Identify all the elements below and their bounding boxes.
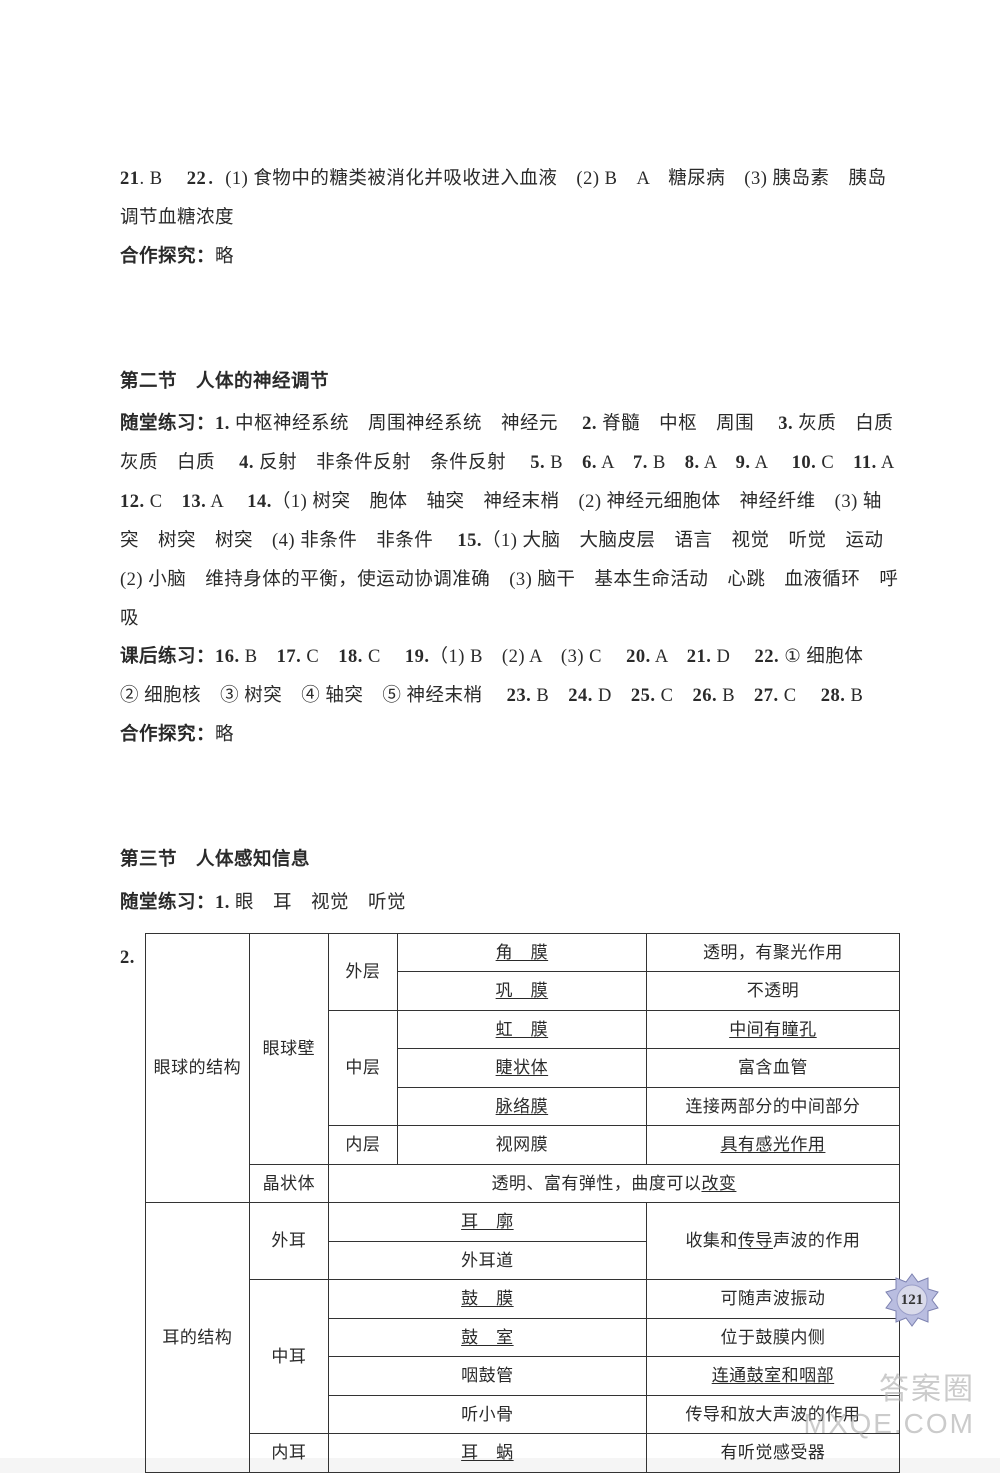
- q2-label: 2.: [120, 933, 135, 978]
- eye-retina: 视网膜: [397, 1126, 646, 1165]
- eye-cornea: 角 膜: [397, 933, 646, 972]
- page-number: 121: [901, 1292, 924, 1309]
- a21: 21: [120, 169, 140, 189]
- section2-kehou: 课后练习：16. B 17. C 18. C 19.（1) B (2) A (3…: [120, 638, 900, 716]
- eye-lens: 晶状体: [249, 1164, 328, 1203]
- eye-sclera-desc: 不透明: [646, 972, 899, 1011]
- watermark-cn: 答案圈: [803, 1373, 975, 1408]
- ear-cavity: 鼓 室: [328, 1318, 646, 1357]
- ear-tympanum: 鼓 膜: [328, 1280, 646, 1319]
- ear-ossicle: 听小骨: [328, 1395, 646, 1434]
- section3-suitang: 随堂练习：1. 眼 耳 视觉 听觉: [120, 884, 900, 923]
- ear-inner: 内耳: [249, 1434, 328, 1473]
- content-body: 21. B 22．(1) 食物中的糖类被消化并吸收进入血液 (2) B A 糖尿…: [120, 160, 900, 1473]
- section2-coop: 合作探究：略: [120, 716, 900, 755]
- eye-lens-desc: 透明、富有弹性，曲度可以改变: [328, 1164, 899, 1203]
- ear-outer-desc: 收集和传导声波的作用: [646, 1203, 899, 1280]
- ear-cochlea: 耳 蜗: [328, 1434, 646, 1473]
- eye-sclera: 巩 膜: [397, 972, 646, 1011]
- q2-wrap: 2. 眼球的结构 眼球壁 外层 角 膜 透明，有聚光作用 巩 膜 不透明 中层 …: [120, 933, 900, 1473]
- eye-cornea-desc: 透明，有聚光作用: [646, 933, 899, 972]
- ear-auricle: 耳 廓: [328, 1203, 646, 1242]
- ear-cavity-desc: 位于鼓膜内侧: [646, 1318, 899, 1357]
- eye-middle: 中层: [328, 1010, 397, 1126]
- sec1-coop: 合作探究：略: [120, 238, 900, 277]
- eye-choroid-desc: 连接两部分的中间部分: [646, 1087, 899, 1126]
- page: 21. B 22．(1) 食物中的糖类被消化并吸收进入血液 (2) B A 糖尿…: [0, 0, 1000, 1458]
- eye-title: 眼球的结构: [145, 933, 249, 1203]
- eye-ciliary-desc: 富含血管: [646, 1049, 899, 1088]
- table-row: 中耳 鼓 膜 可随声波振动: [145, 1280, 899, 1319]
- ear-outer: 外耳: [249, 1203, 328, 1280]
- eye-inner: 内层: [328, 1126, 397, 1165]
- ear-canal: 外耳道: [328, 1241, 646, 1280]
- watermark: 答案圈 MXQE.COM: [803, 1373, 975, 1440]
- eye-retina-desc: 具有感光作用: [646, 1126, 899, 1165]
- eye-outer: 外层: [328, 933, 397, 1010]
- eye-iris: 虹 膜: [397, 1010, 646, 1049]
- ear-middle: 中耳: [249, 1280, 328, 1434]
- gap2: [120, 755, 900, 801]
- table-row: 耳的结构 外耳 耳 廓 收集和传导声波的作用: [145, 1203, 899, 1242]
- gap1: [120, 277, 900, 323]
- ear-tympanum-desc: 可随声波振动: [646, 1280, 899, 1319]
- a22: 22: [187, 169, 207, 189]
- section3-title: 第三节 人体感知信息: [120, 841, 900, 880]
- eye-choroid: 脉络膜: [397, 1087, 646, 1126]
- section2-title: 第二节 人体的神经调节: [120, 363, 900, 402]
- section3-sui-prefix: 随堂练习：1.: [120, 893, 235, 913]
- section3-sui-body: 眼 耳 视觉 听觉: [235, 893, 406, 913]
- table-row: 晶状体 透明、富有弹性，曲度可以改变: [145, 1164, 899, 1203]
- eye-iris-desc: 中间有瞳孔: [646, 1010, 899, 1049]
- table-row: 眼球的结构 眼球壁 外层 角 膜 透明，有聚光作用: [145, 933, 899, 972]
- table-row: 内耳 耳 蜗 有听觉感受器: [145, 1434, 899, 1473]
- eye-ciliary: 睫状体: [397, 1049, 646, 1088]
- sec1-line1: 21. B 22．(1) 食物中的糖类被消化并吸收进入血液 (2) B A 糖尿…: [120, 160, 900, 238]
- ear-eust: 咽鼓管: [328, 1357, 646, 1396]
- watermark-en: MXQE.COM: [803, 1408, 975, 1440]
- ear-title: 耳的结构: [145, 1203, 249, 1473]
- structure-table: 眼球的结构 眼球壁 外层 角 膜 透明，有聚光作用 巩 膜 不透明 中层 虹 膜…: [145, 933, 900, 1473]
- page-number-badge: 121: [884, 1272, 940, 1328]
- eye-wall: 眼球壁: [249, 933, 328, 1164]
- section2-suitang: 随堂练习：1. 中枢神经系统 周围神经系统 神经元 2. 脊髓 中枢 周围 3.…: [120, 405, 900, 638]
